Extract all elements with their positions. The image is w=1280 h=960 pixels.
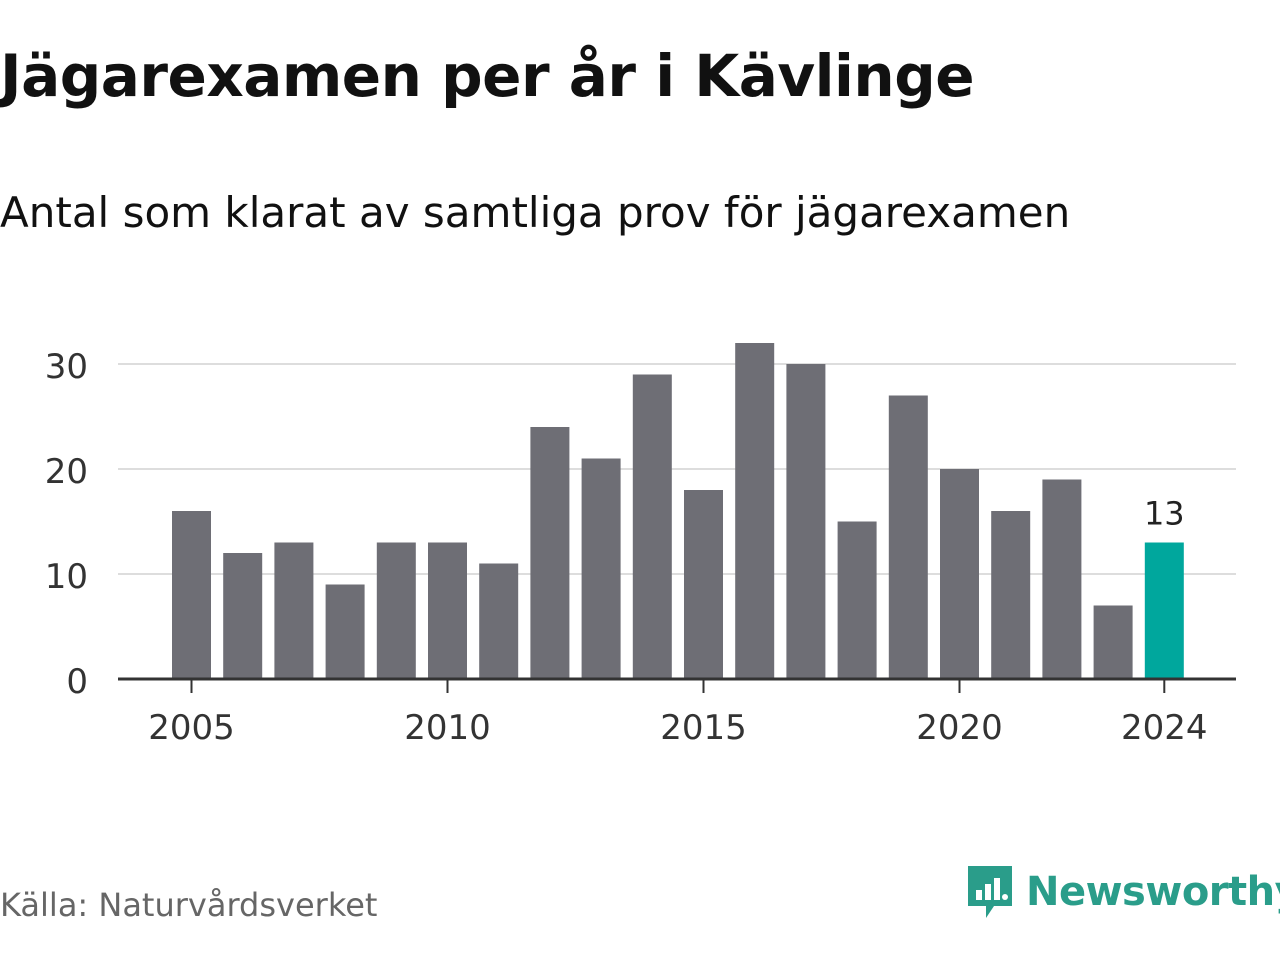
bar-2023 xyxy=(1093,605,1133,679)
bar-2016 xyxy=(735,343,775,679)
bar-2009 xyxy=(376,542,416,679)
data-label-2024: 13 xyxy=(1144,495,1185,533)
bar-2008 xyxy=(325,584,365,679)
y-tick-label-30: 30 xyxy=(45,347,88,387)
bar-2013 xyxy=(581,458,621,679)
bar-2012 xyxy=(530,427,570,679)
bar-2010 xyxy=(428,542,467,679)
logo-text: Newsworthy xyxy=(1026,869,1280,915)
x-tick-label-2005: 2005 xyxy=(148,708,235,748)
bar-2011 xyxy=(479,563,519,679)
bar-2020 xyxy=(940,469,979,679)
newsworthy-chart-icon xyxy=(968,866,1012,918)
bar-2014 xyxy=(632,374,672,679)
bar-2019 xyxy=(888,395,928,679)
x-tick-label-2015: 2015 xyxy=(660,708,747,748)
chart-title: Jägarexamen per år i Kävlinge xyxy=(0,42,975,110)
source-note: Källa: Naturvårdsverket xyxy=(0,886,378,924)
y-tick-label-20: 20 xyxy=(45,452,88,492)
newsworthy-logo: Newsworthy xyxy=(964,862,1280,922)
bar-2015 xyxy=(684,490,723,679)
bar-2018 xyxy=(837,521,877,679)
y-tick-label-0: 0 xyxy=(66,662,88,702)
bar-2007 xyxy=(274,542,314,679)
bar-2017 xyxy=(786,364,826,679)
chart-subtitle: Antal som klarat av samtliga prov för jä… xyxy=(0,188,1071,237)
bar-2005 xyxy=(172,511,211,679)
bar-2006 xyxy=(223,553,263,679)
x-tick-label-2020: 2020 xyxy=(916,708,1003,748)
x-tick-label-2010: 2010 xyxy=(404,708,491,748)
y-tick-label-10: 10 xyxy=(45,557,88,597)
bar-2021 xyxy=(991,511,1031,679)
bar-2022 xyxy=(1042,479,1082,679)
x-tick-label-2024: 2024 xyxy=(1121,708,1208,748)
bar-2024 xyxy=(1144,542,1184,679)
